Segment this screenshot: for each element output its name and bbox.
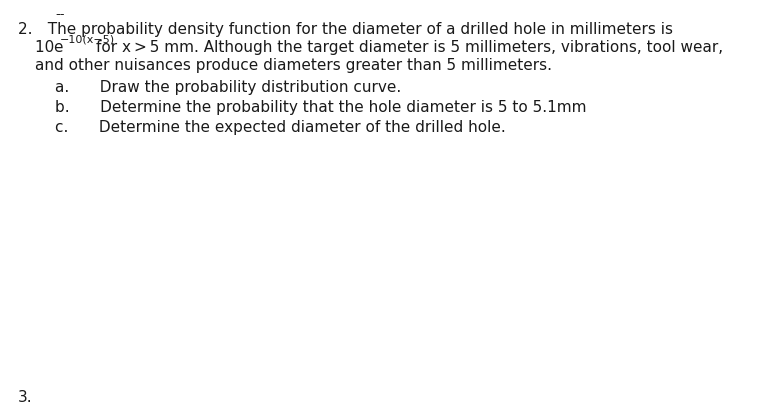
Text: for x > 5 mm. Although the target diameter is 5 millimeters, vibrations, tool we: for x > 5 mm. Although the target diamet… bbox=[96, 40, 723, 55]
Text: 3.: 3. bbox=[18, 390, 32, 405]
Text: --: -- bbox=[55, 8, 65, 21]
Text: and other nuisances produce diameters greater than 5 millimeters.: and other nuisances produce diameters gr… bbox=[35, 58, 552, 73]
Text: c.  Determine the expected diameter of the drilled hole.: c. Determine the expected diameter of th… bbox=[55, 120, 506, 135]
Text: a.  Draw the probability distribution curve.: a. Draw the probability distribution cur… bbox=[55, 80, 401, 95]
Text: −10(x−5): −10(x−5) bbox=[60, 34, 115, 44]
Text: e: e bbox=[54, 40, 63, 55]
Text: b.  Determine the probability that the hole diameter is 5 to 5.1mm: b. Determine the probability that the ho… bbox=[55, 100, 587, 115]
Text: 2. The probability density function for the diameter of a drilled hole in millim: 2. The probability density function for … bbox=[18, 22, 673, 37]
Text: 10: 10 bbox=[35, 40, 58, 55]
